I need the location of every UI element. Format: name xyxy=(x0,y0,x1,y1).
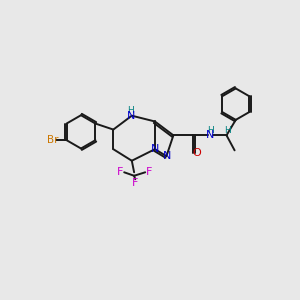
Text: O: O xyxy=(193,148,202,158)
Text: N: N xyxy=(206,130,214,140)
Text: N: N xyxy=(163,151,171,161)
Text: Br: Br xyxy=(47,135,58,145)
Text: F: F xyxy=(146,167,152,177)
Text: F: F xyxy=(132,178,139,188)
Text: N: N xyxy=(151,144,160,154)
Text: F: F xyxy=(117,167,123,177)
Text: H: H xyxy=(207,126,214,135)
Text: N: N xyxy=(127,111,135,121)
Text: H: H xyxy=(224,126,231,135)
Text: H: H xyxy=(127,106,134,115)
